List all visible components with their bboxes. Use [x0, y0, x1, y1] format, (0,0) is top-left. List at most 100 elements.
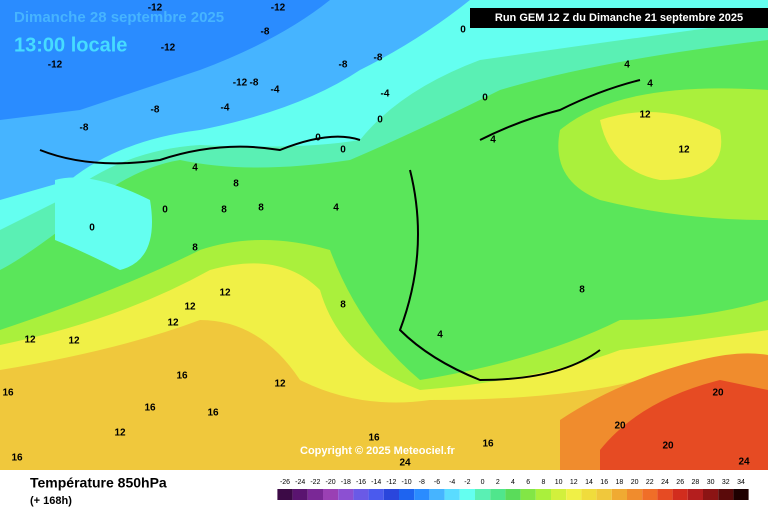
scale-swatch: [520, 489, 536, 500]
scale-label: -20: [326, 479, 336, 486]
copyright: Copyright © 2025 Meteociel.fr: [300, 445, 456, 457]
scale-swatch: [444, 489, 460, 500]
scale-label: 22: [646, 479, 654, 486]
scale-label: 2: [496, 479, 500, 486]
scale-label: 0: [481, 479, 485, 486]
contour-label: 8: [192, 243, 198, 254]
scale-label: -22: [310, 479, 320, 486]
contour-label: 0: [460, 25, 466, 36]
contour-label: -8: [250, 78, 259, 89]
contour-label: -4: [271, 85, 280, 96]
scale-label: -18: [341, 479, 351, 486]
coastline: [39, 79, 641, 382]
scale-label: 32: [722, 479, 730, 486]
contour-label: 20: [712, 388, 724, 399]
scale-swatch: [307, 489, 323, 500]
footer-title: Température 850hPa: [30, 475, 167, 491]
contour-label: -12: [271, 3, 286, 14]
contour-label: 16: [2, 388, 14, 399]
zone-cold-bay: [55, 177, 152, 270]
contour-label: -8: [151, 105, 160, 116]
scale-label: 14: [585, 479, 593, 486]
contour-label: 12: [167, 318, 179, 329]
date: Dimanche 28 septembre 2025: [14, 9, 224, 26]
contour-label: 4: [624, 60, 630, 71]
zone-hottest: [600, 380, 768, 470]
contour-label: -12: [161, 43, 176, 54]
contour-label: 16: [144, 403, 156, 414]
scale-swatch: [429, 489, 445, 500]
scale-label: -14: [371, 479, 381, 486]
scale-label: 6: [526, 479, 530, 486]
contour-label: -8: [261, 27, 270, 38]
contour-label: 0: [482, 93, 488, 104]
contour-label: 0: [340, 145, 346, 156]
scale-label: 24: [661, 479, 669, 486]
contour-label: 24: [399, 458, 411, 469]
contour-label: 4: [437, 330, 443, 341]
scale-swatch: [687, 489, 703, 500]
contour-label: 16: [11, 453, 23, 464]
contour-label: -8: [374, 53, 383, 64]
contour-label: -12: [48, 60, 63, 71]
scale-swatch: [551, 489, 567, 500]
scale-label: 8: [541, 479, 545, 486]
scale-swatch: [733, 489, 749, 500]
scale-label: 12: [570, 479, 578, 486]
scale-label: -4: [449, 479, 455, 486]
scale-swatch: [703, 489, 719, 500]
time: 13:00 locale: [14, 34, 127, 56]
contour-label: 8: [233, 179, 239, 190]
contour-label: 4: [490, 135, 496, 146]
scale-swatch: [657, 489, 673, 500]
contour-label: 4: [647, 79, 653, 90]
contour-label: 12: [274, 379, 286, 390]
footer-lead: (+ 168h): [30, 495, 72, 507]
scale-swatch: [399, 489, 415, 500]
contour-label: 16: [368, 433, 380, 444]
run-info: Run GEM 12 Z du Dimanche 21 septembre 20…: [495, 12, 743, 24]
scale-swatch: [277, 489, 293, 500]
scale-label: 4: [511, 479, 515, 486]
scale-swatch: [596, 489, 612, 500]
scale-label: 26: [676, 479, 684, 486]
scale-swatch: [323, 489, 339, 500]
scale-swatch: [505, 489, 521, 500]
zone-warm-east: [600, 112, 722, 180]
contour-label: 12: [114, 428, 126, 439]
contour-label: 20: [662, 441, 674, 452]
scale-swatch: [611, 489, 627, 500]
contour-label: 12: [68, 336, 80, 347]
contour-label: 12: [639, 110, 651, 121]
scale-label: -26: [280, 479, 290, 486]
scale-swatch: [414, 489, 430, 500]
scale-swatch: [459, 489, 475, 500]
contour-label: 12: [24, 335, 36, 346]
contour-label: 0: [89, 223, 95, 234]
contour-label: -8: [80, 123, 89, 134]
contour-label: -4: [381, 89, 390, 100]
contour-label: 4: [192, 163, 198, 174]
scale-swatch: [566, 489, 582, 500]
contour-label: 8: [221, 205, 227, 216]
scale-label: -16: [356, 479, 366, 486]
contour-label: 8: [258, 203, 264, 214]
scale-swatch: [383, 489, 399, 500]
scale-label: 18: [616, 479, 624, 486]
contour-label: 16: [207, 408, 219, 419]
contour-label: 4: [333, 203, 339, 214]
scale-swatch: [475, 489, 491, 500]
contour-label: 8: [340, 300, 346, 311]
scale-swatch: [718, 489, 734, 500]
scale-swatch: [627, 489, 643, 500]
contour-label: 24: [738, 457, 750, 468]
scale-label: -24: [295, 479, 305, 486]
run-box: [470, 8, 768, 28]
scale-label: 10: [555, 479, 563, 486]
scale-label: 30: [707, 479, 715, 486]
zone-coldest: [0, 0, 330, 120]
contour-label: -12: [233, 78, 248, 89]
scale-swatch: [338, 489, 354, 500]
